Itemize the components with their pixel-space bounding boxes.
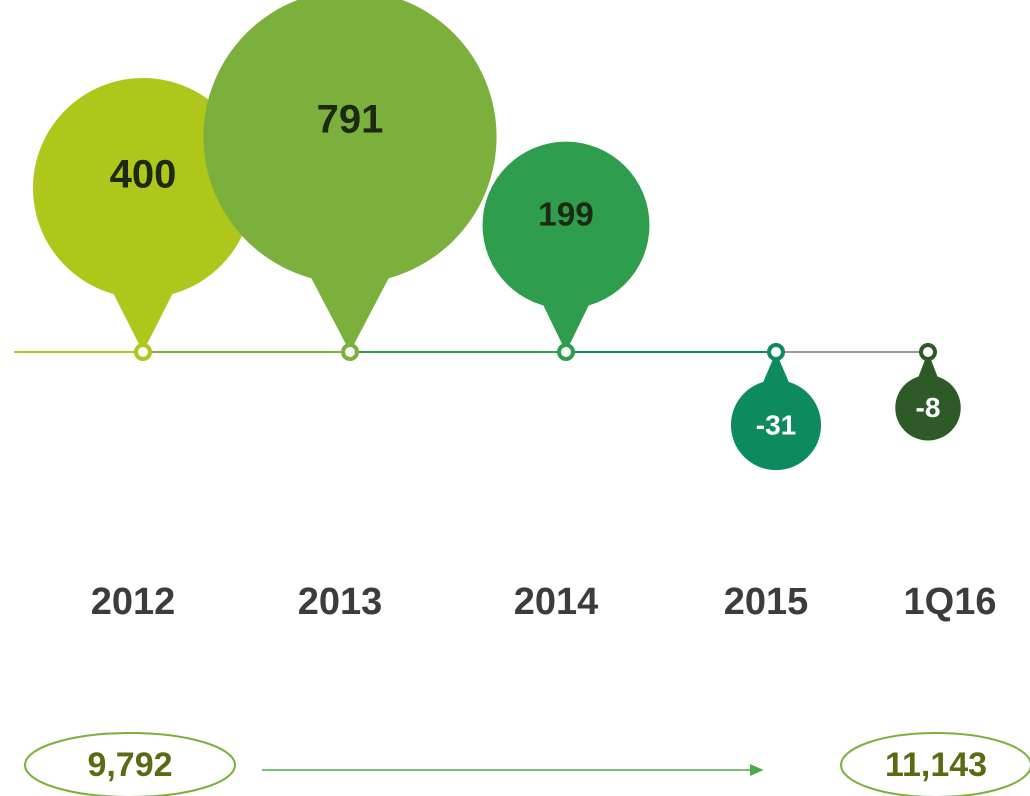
bubble [203,0,497,284]
bubble [730,380,822,471]
x-tick-label: 2014 [514,581,599,623]
total-label: 11,143 [885,746,987,784]
pin [134,343,152,361]
total-label: 9,792 [87,746,172,784]
data-label: 791 [317,98,384,142]
x-tick-label: 2012 [91,581,176,623]
data-label: 400 [110,153,177,197]
total-oval [840,732,1030,796]
data-label: -8 [916,392,941,423]
bubble-tail [760,352,792,390]
pin [341,343,359,361]
bubble-tail [916,352,940,382]
pin [919,343,937,361]
x-tick-label: 1Q16 [904,581,997,623]
bubble [895,375,961,441]
x-tick-label: 2013 [298,581,383,623]
data-label: -31 [756,409,796,440]
bubble [33,78,253,298]
x-tick-label: 2015 [724,581,809,623]
pin [557,343,575,361]
data-label: 199 [538,197,594,234]
pin [767,343,785,361]
total-oval [24,732,236,796]
bubble [482,141,650,309]
